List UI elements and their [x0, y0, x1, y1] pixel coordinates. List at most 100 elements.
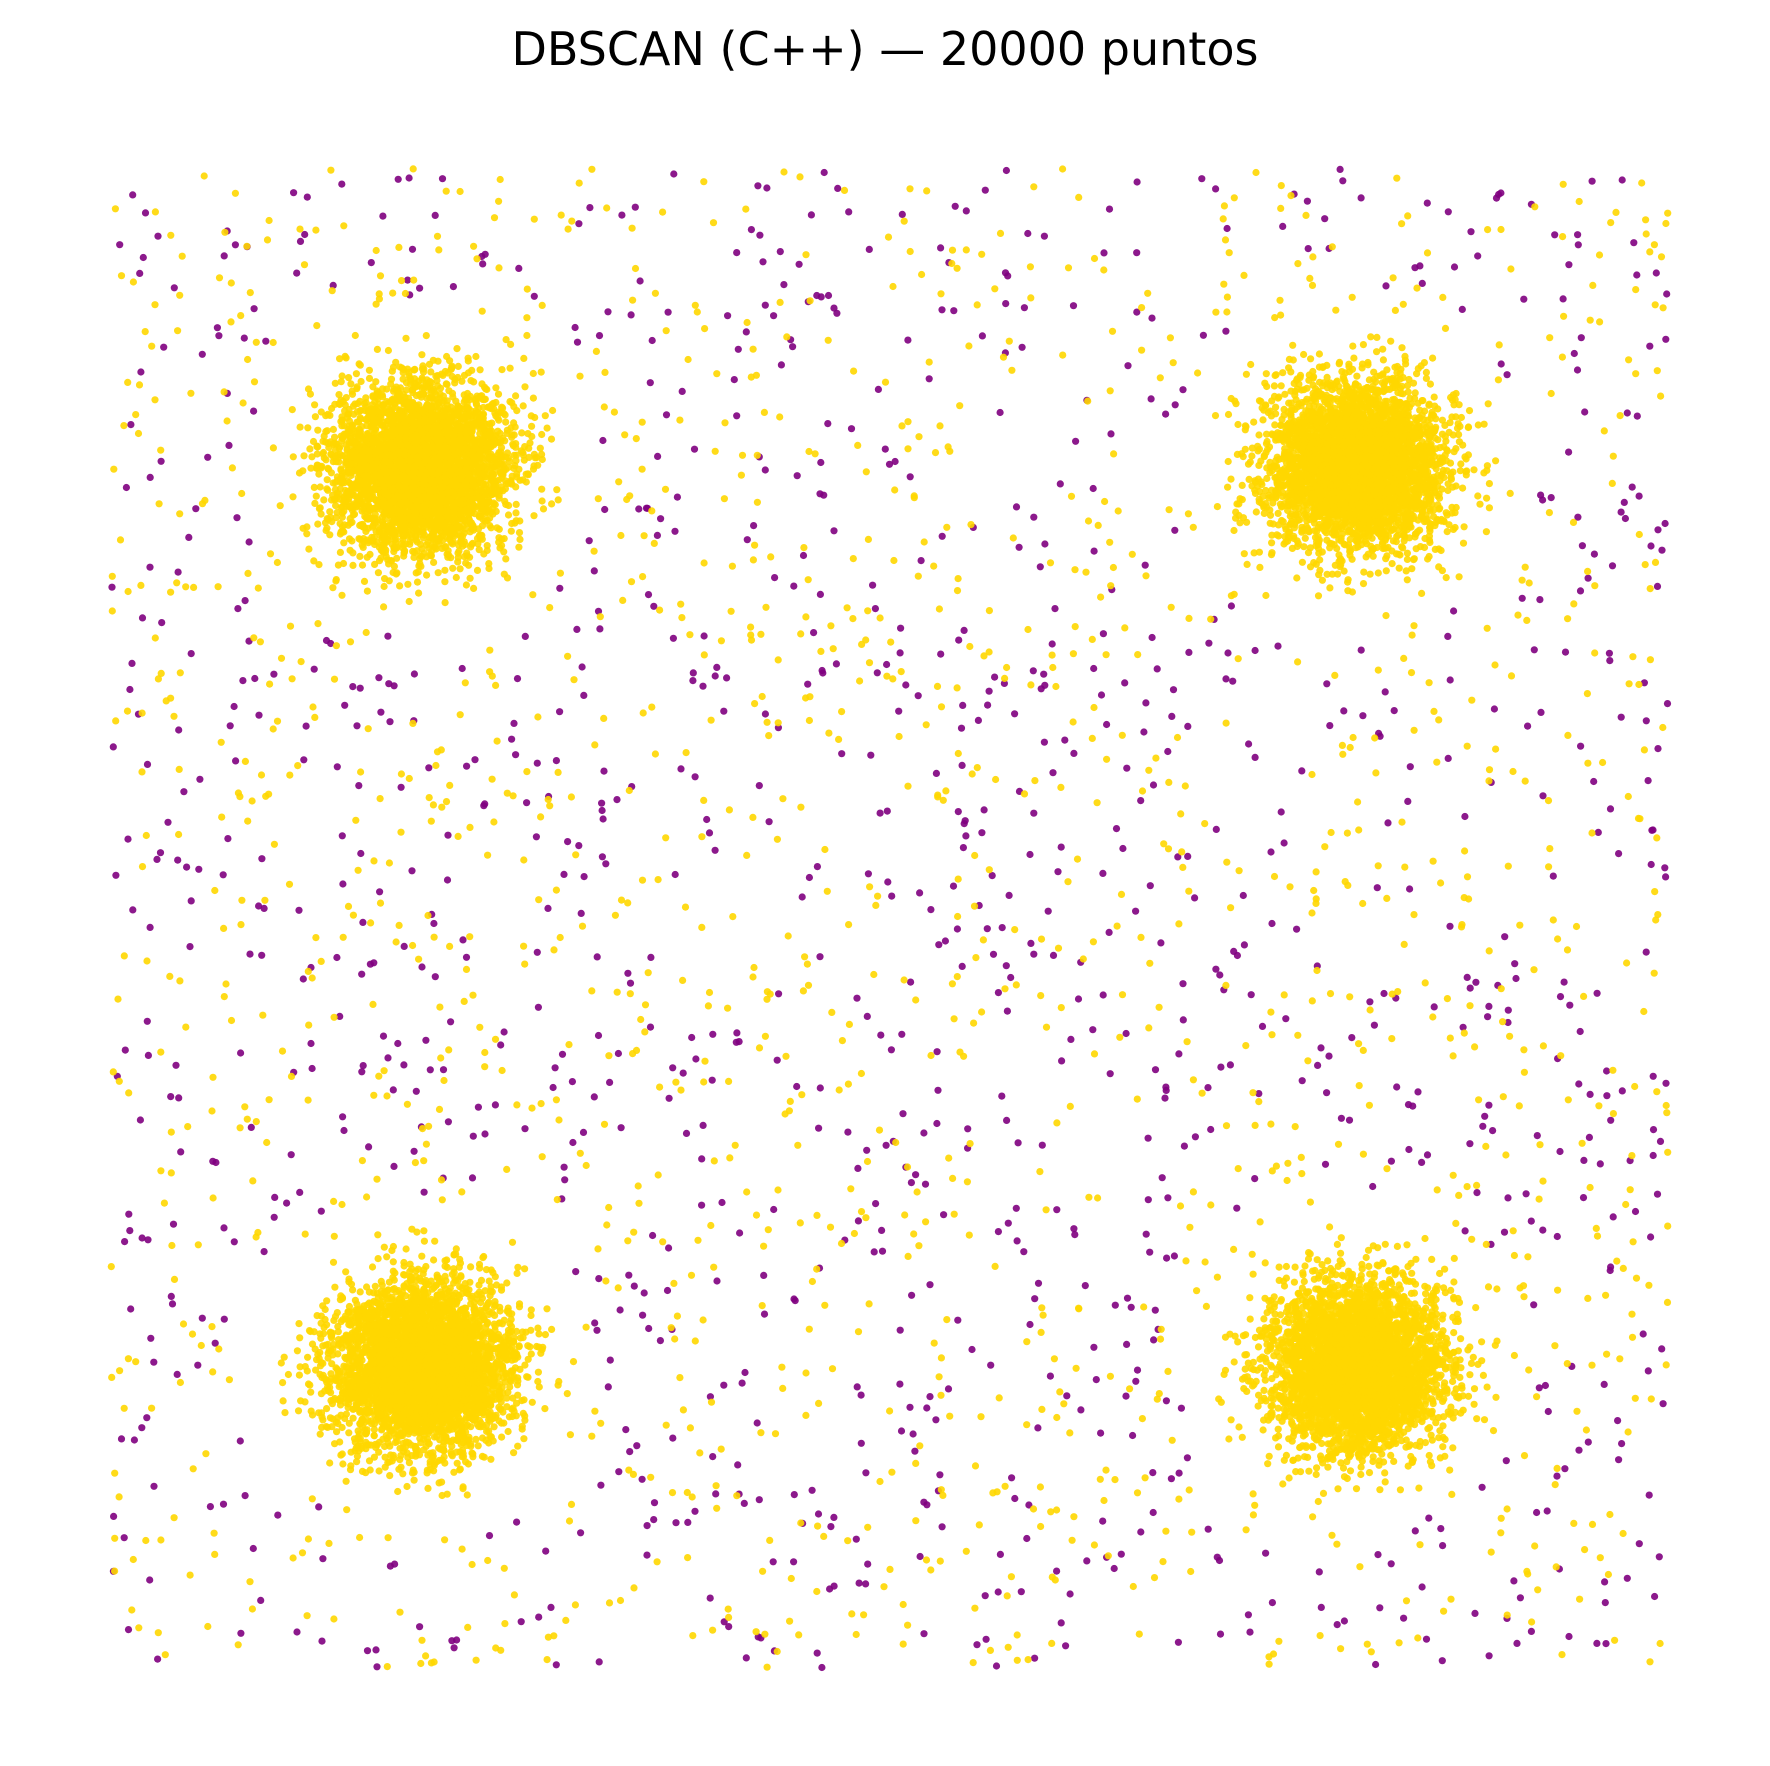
cluster-point [813, 1212, 820, 1219]
cluster-point [802, 1412, 809, 1419]
cluster-point [905, 1253, 912, 1260]
noise-point [171, 284, 178, 291]
cluster-point [652, 750, 659, 757]
cluster-point [1664, 1299, 1671, 1306]
noise-point [553, 1661, 560, 1668]
noise-point [1143, 1231, 1150, 1238]
cluster-point [1287, 192, 1294, 199]
cluster-point [1068, 493, 1075, 500]
noise-point [908, 1179, 915, 1186]
cluster-point [1587, 317, 1594, 324]
noise-point [1150, 781, 1157, 788]
noise-point [1340, 707, 1347, 714]
cluster-point [851, 1230, 858, 1237]
cluster-point [1609, 480, 1616, 487]
cluster-point [367, 919, 374, 926]
cluster-point [396, 582, 403, 589]
noise-point [1562, 649, 1569, 656]
cluster-point [1364, 1641, 1371, 1648]
cluster-point [987, 1647, 994, 1654]
cluster-point [1157, 374, 1164, 381]
cluster-point [1388, 1035, 1395, 1042]
cluster-point [297, 424, 304, 431]
noise-point [877, 1032, 884, 1039]
noise-point [1077, 1406, 1084, 1413]
cluster-point [779, 795, 786, 802]
cluster-point [1268, 1031, 1275, 1038]
noise-point [875, 386, 882, 393]
cluster-point [1328, 1532, 1335, 1539]
noise-point [237, 1630, 244, 1637]
noise-point [386, 718, 393, 725]
noise-point [1171, 1252, 1178, 1259]
cluster-point [1002, 1483, 1009, 1490]
noise-point [853, 995, 860, 1002]
noise-point [1391, 707, 1398, 714]
noise-point [174, 1371, 181, 1378]
noise-point [207, 1503, 214, 1510]
noise-point [833, 660, 840, 667]
noise-point [677, 765, 684, 772]
cluster-point [820, 1533, 827, 1540]
cluster-point [1492, 746, 1499, 753]
noise-point [926, 1393, 933, 1400]
noise-point [257, 1597, 264, 1604]
noise-point [907, 979, 914, 986]
cluster-point [1383, 895, 1390, 902]
noise-point [444, 876, 451, 883]
cluster-point [502, 555, 509, 562]
cluster-point [155, 675, 162, 682]
cluster-point [550, 946, 557, 953]
noise-point [110, 743, 117, 750]
noise-point [1002, 269, 1009, 276]
cluster-point [637, 1016, 644, 1023]
cluster-point [459, 1546, 466, 1553]
cluster-point [684, 1489, 691, 1496]
noise-point [848, 425, 855, 432]
noise-point [1646, 1492, 1653, 1499]
cluster-point [137, 582, 144, 589]
cluster-point [648, 507, 655, 514]
cluster-point [1177, 810, 1184, 817]
noise-point [942, 937, 949, 944]
noise-point [595, 1275, 602, 1282]
noise-point [376, 888, 383, 895]
noise-point [1534, 1132, 1541, 1139]
cluster-point [1075, 194, 1082, 201]
cluster-points [108, 165, 1672, 1671]
cluster-point [1220, 281, 1227, 288]
cluster-point [692, 1337, 699, 1344]
cluster-point [700, 1078, 707, 1085]
cluster-point [1632, 286, 1639, 293]
noise-point [586, 537, 593, 544]
cluster-point [228, 279, 235, 286]
noise-point [645, 591, 652, 598]
cluster-point [221, 993, 228, 1000]
noise-point [959, 762, 966, 769]
noise-point [1045, 908, 1052, 915]
noise-point [1574, 231, 1581, 238]
cluster-point [494, 738, 501, 745]
noise-point [709, 1453, 716, 1460]
noise-point [411, 670, 418, 677]
cluster-point [1013, 981, 1020, 988]
noise-point [1624, 1575, 1631, 1582]
cluster-point [1267, 1009, 1274, 1016]
cluster-point [1483, 1241, 1490, 1248]
noise-point [188, 650, 195, 657]
cluster-point [1452, 1220, 1459, 1227]
noise-point [1374, 1551, 1381, 1558]
cluster-point [777, 299, 784, 306]
noise-point [855, 1217, 862, 1224]
cluster-point [800, 987, 807, 994]
noise-point [523, 799, 530, 806]
cluster-point [1551, 1342, 1558, 1349]
cluster-point [132, 411, 139, 418]
cluster-point [1413, 285, 1420, 292]
cluster-point [701, 559, 708, 566]
noise-point [845, 208, 852, 215]
cluster-point [1520, 1046, 1527, 1053]
noise-point [864, 1013, 871, 1020]
cluster-point [112, 205, 119, 212]
cluster-point [651, 540, 658, 547]
